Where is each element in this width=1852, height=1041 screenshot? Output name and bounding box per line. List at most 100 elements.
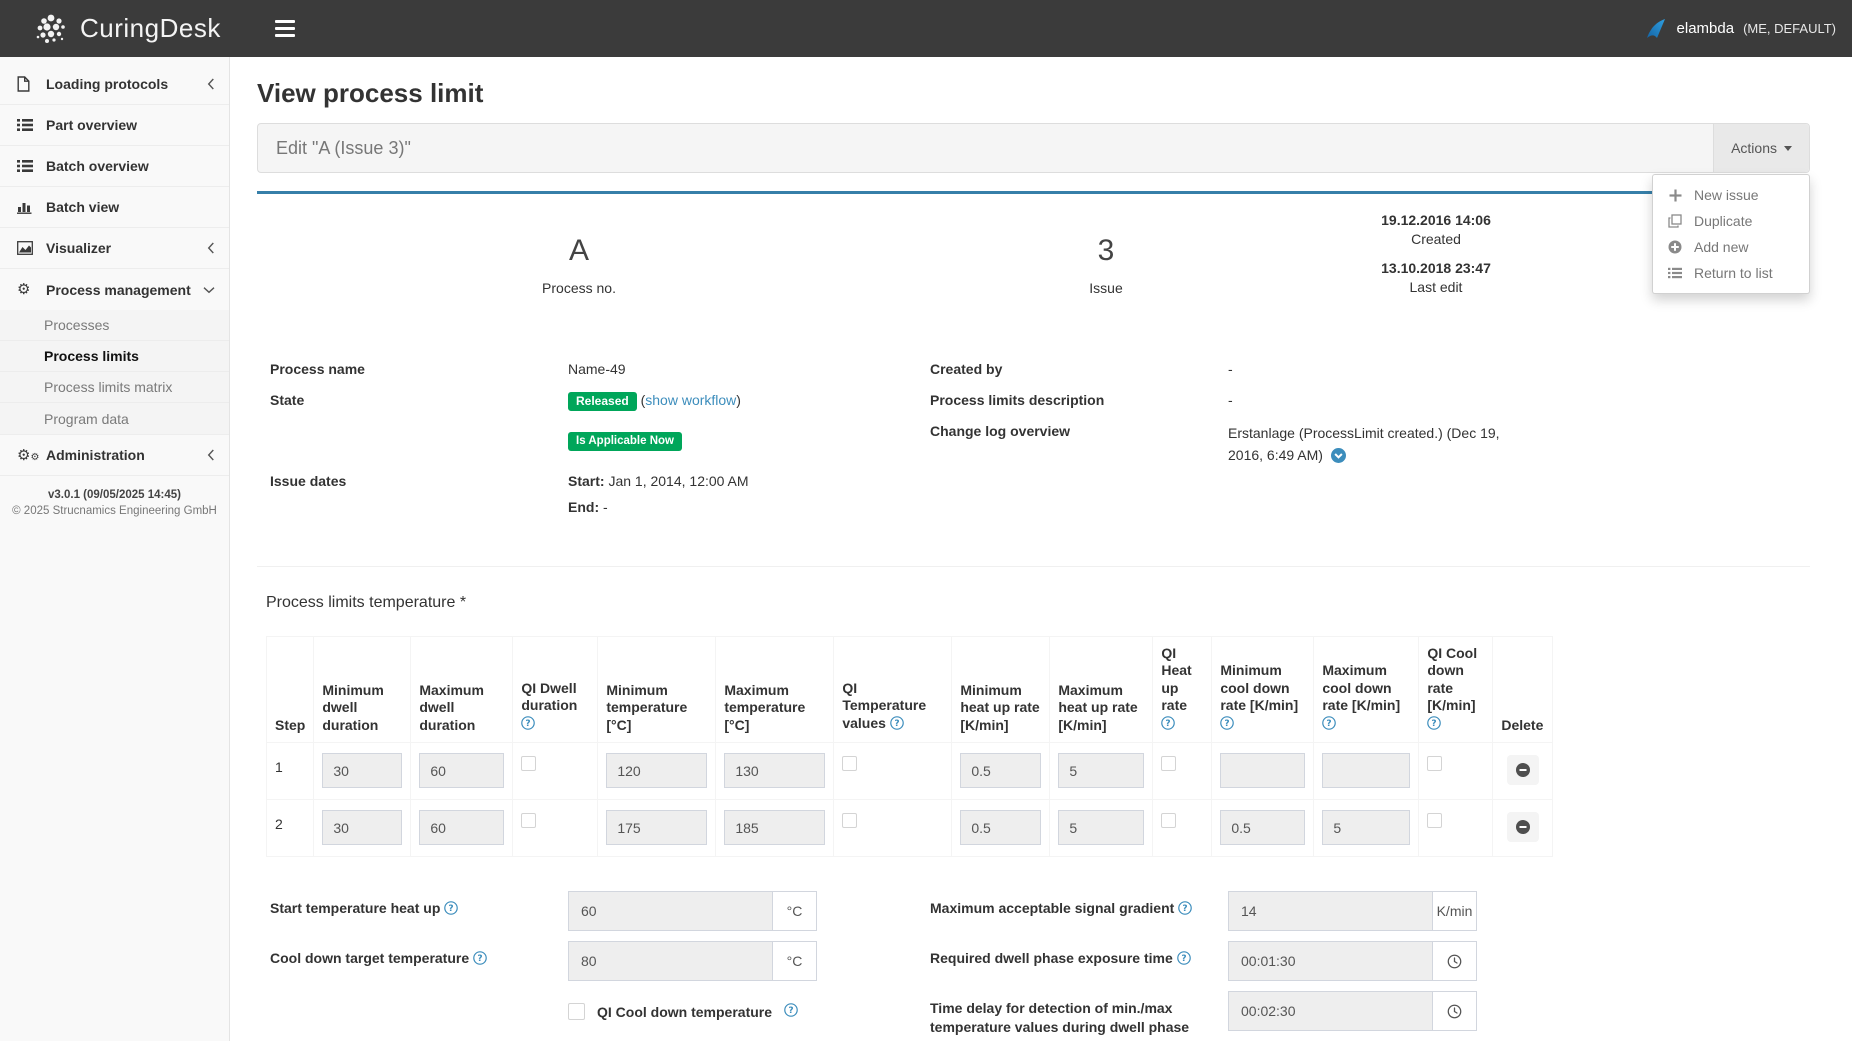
qi-dwell-checkbox[interactable] [521,813,537,829]
help-icon[interactable]: ? [444,901,459,919]
qi-cool-checkbox[interactable] [1427,756,1443,772]
sidebar-item-administration[interactable]: ⚙⚙ Administration [0,435,229,476]
svg-text:?: ? [1166,719,1171,729]
menu-item-add-new[interactable]: Add new [1653,234,1809,260]
sidebar-item-process-limits[interactable]: Process limits [0,341,229,372]
menu-item-return-to-list[interactable]: Return to list [1653,260,1809,286]
sidebar-item-batch-overview[interactable]: Batch overview [0,146,229,187]
gears-icon: ⚙⚙ [17,445,40,464]
qi-cool-temp-label: QI Cool down temperature [597,1003,773,1020]
delete-row-button[interactable] [1506,812,1539,843]
max-cool-input [1322,753,1411,789]
min-cool-input [1220,753,1306,789]
table-row: 1 [265,742,1554,801]
process-no-label: Process no. [542,280,616,296]
bar-chart-icon [17,200,39,214]
qi-temp-checkbox[interactable] [842,813,858,829]
dwell-exposure-label: Required dwell phase exposure time [930,950,1173,967]
end-label: End: [568,498,600,515]
menu-item-duplicate[interactable]: Duplicate [1653,208,1809,234]
brand-name: CuringDesk [80,13,221,43]
process-management-submenu: Processes Process limits Process limits … [0,310,229,435]
process-name-value: Name-49 [568,361,626,377]
help-icon[interactable]: ? [890,716,904,735]
help-icon[interactable]: ? [521,716,536,735]
max-heat-input [1058,753,1145,789]
chevron-circle-down-icon[interactable] [1330,447,1346,470]
user-menu[interactable]: elambda (ME, DEFAULT) [1644,18,1852,40]
minus-circle-icon [1515,820,1530,835]
edit-collapsible-bar[interactable]: Edit "A (Issue 3)" Actions [257,123,1810,173]
svg-text:?: ? [1181,954,1186,964]
sidebar-item-process-limits-matrix[interactable]: Process limits matrix [0,372,229,403]
col-qi-heat: QI Heat up rate [1161,644,1192,714]
process-limit-panel: A Process no. 3 Issue 19.12.2016 14:06 C… [257,191,1810,1041]
process-name-label: Process name [270,361,365,377]
sidebar-toggle-icon[interactable] [262,0,308,57]
edit-bar-label: Edit "A (Issue 3)" [276,137,411,158]
actions-dropdown-menu: New issue Duplicate Add new Return to li… [1652,174,1810,294]
qi-cool-checkbox[interactable] [1427,813,1443,829]
area-chart-icon [17,241,39,255]
unit-addon: K/min [1433,891,1477,932]
help-icon[interactable]: ? [1427,716,1442,735]
plus-circle-icon [1667,240,1683,254]
qi-heat-checkbox[interactable] [1161,813,1177,829]
sub-item-label: Program data [44,410,129,427]
show-workflow-link[interactable]: show workflow [645,392,737,408]
delete-row-button[interactable] [1506,755,1539,786]
summary-process-no: A Process no. [542,234,616,296]
help-icon[interactable]: ? [1161,716,1176,735]
sidebar-item-label: Visualizer [46,240,112,256]
issue-dates-label: Issue dates [270,472,347,489]
user-suffix: (ME, DEFAULT) [1743,21,1836,36]
copy-icon [1667,214,1683,228]
app-version: v3.0.1 (09/05/2025 14:45) [48,489,181,501]
sidebar-item-part-overview[interactable]: Part overview [0,105,229,146]
file-icon [17,76,39,92]
sidebar-item-loading-protocols[interactable]: Loading protocols [0,64,229,105]
dwell-exposure-input [1228,941,1433,982]
unit-addon: °C [773,941,817,982]
min-temp-input [606,810,708,846]
col-qi-dwell: QI Dwell duration [521,679,578,714]
app-copyright: © 2025 Strucnamics Engineering GmbH [12,504,217,517]
max-gradient-input [1228,891,1433,932]
sidebar-item-program-data[interactable]: Program data [0,403,229,434]
process-limits-table: Step Minimum dwell duration Maximum dwel… [265,635,1554,858]
help-icon[interactable]: ? [1176,951,1191,969]
actions-button[interactable]: Actions [1713,124,1809,172]
topbar: CuringDesk elambda (ME, DEFAULT) [0,0,1852,57]
help-icon[interactable]: ? [1322,716,1337,735]
curingdesk-logo-icon [36,14,65,43]
menu-item-new-issue[interactable]: New issue [1653,182,1809,208]
list-icon [1667,267,1683,279]
qi-dwell-checkbox[interactable] [521,756,537,772]
created-label: Created [1411,231,1461,247]
created-by-label: Created by [930,361,1003,377]
step-number: 1 [265,742,315,801]
qi-temp-checkbox[interactable] [842,756,858,772]
app-version-block: v3.0.1 (09/05/2025 14:45) © 2025 Strucna… [0,488,229,519]
sub-item-label: Processes [44,317,110,333]
help-icon[interactable]: ? [1220,716,1235,735]
minus-circle-icon [1515,763,1530,778]
help-icon[interactable]: ? [1178,901,1192,919]
sidebar-item-label: Administration [46,447,145,463]
col-qi-cool: QI Cool down rate [K/min] [1427,644,1478,714]
start-label: Start: [568,472,605,489]
brand: CuringDesk [0,10,230,48]
qi-heat-checkbox[interactable] [1161,756,1177,772]
sidebar-item-process-management[interactable]: ⚙ Process management [0,269,229,310]
help-icon[interactable]: ? [473,951,487,969]
sub-item-label: Process limits matrix [44,379,173,395]
max-temp-input [724,810,826,846]
plus-icon [1667,189,1683,202]
sidebar-item-batch-view[interactable]: Batch view [0,187,229,228]
help-icon[interactable]: ? [784,1003,798,1020]
sidebar-item-processes[interactable]: Processes [0,310,229,341]
col-qi-temp: QI Temperature values [842,679,927,731]
qi-cool-temp-checkbox[interactable] [568,1003,585,1021]
applicable-badge: Is Applicable Now [568,432,682,451]
sidebar-item-visualizer[interactable]: Visualizer [0,228,229,269]
